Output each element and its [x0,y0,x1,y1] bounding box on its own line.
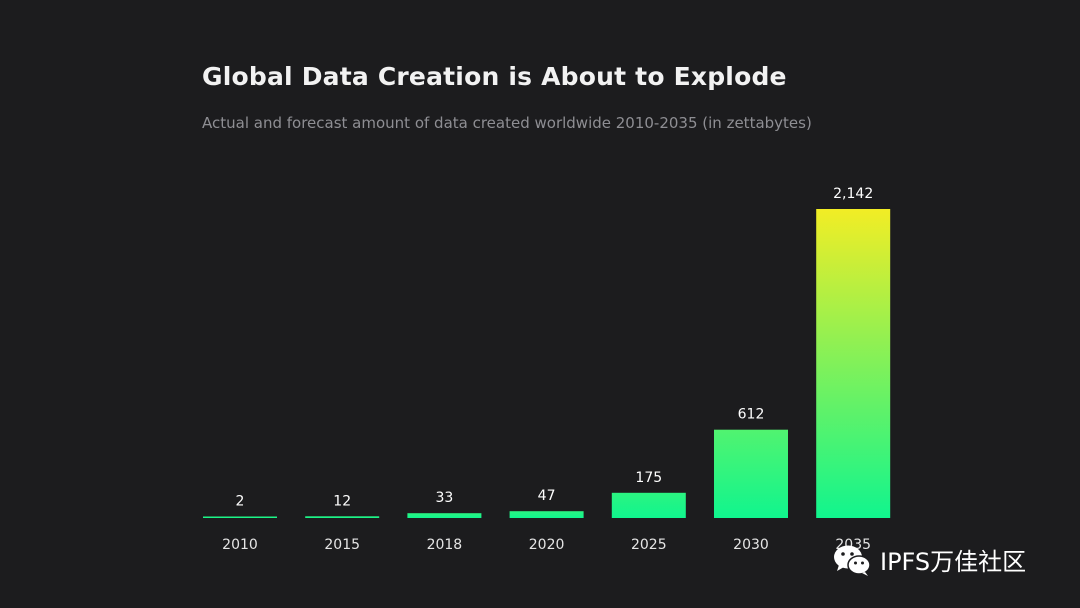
value-label-2030: 612 [738,407,765,423]
bar-2010 [203,516,277,518]
bar-2025 [611,492,686,518]
tick-label-2018: 2018 [427,537,463,553]
tick-label-2020: 2020 [529,537,565,553]
value-label-2015: 12 [333,493,351,509]
chart-subtitle: Actual and forecast amount of data creat… [202,114,812,132]
bar-2035 [816,209,891,518]
watermark-text: IPFS万佳社区 [880,548,1027,576]
bar-2020 [509,511,584,518]
bar-2015 [305,516,380,518]
bar-2018 [407,513,482,518]
value-label-2018: 33 [435,490,453,506]
value-label-2010: 2 [236,494,245,510]
tick-label-2010: 2010 [222,537,258,553]
tick-label-2030: 2030 [733,537,769,553]
bars-layer: 2 2010 12 2015 33 2018 47 2020 175 2025 612 2030 2,1… [203,186,891,553]
tick-label-2015: 2015 [324,537,360,553]
value-label-2035: 2,142 [833,186,873,202]
tick-label-2025: 2025 [631,537,667,553]
watermark: IPFS万佳社区 [832,542,1026,577]
value-label-2020: 47 [538,488,556,504]
chart-title: Global Data Creation is About to Explode [202,62,787,91]
value-label-2025: 175 [635,470,662,486]
wechat-icon [834,545,871,576]
bar-2030 [714,429,788,518]
